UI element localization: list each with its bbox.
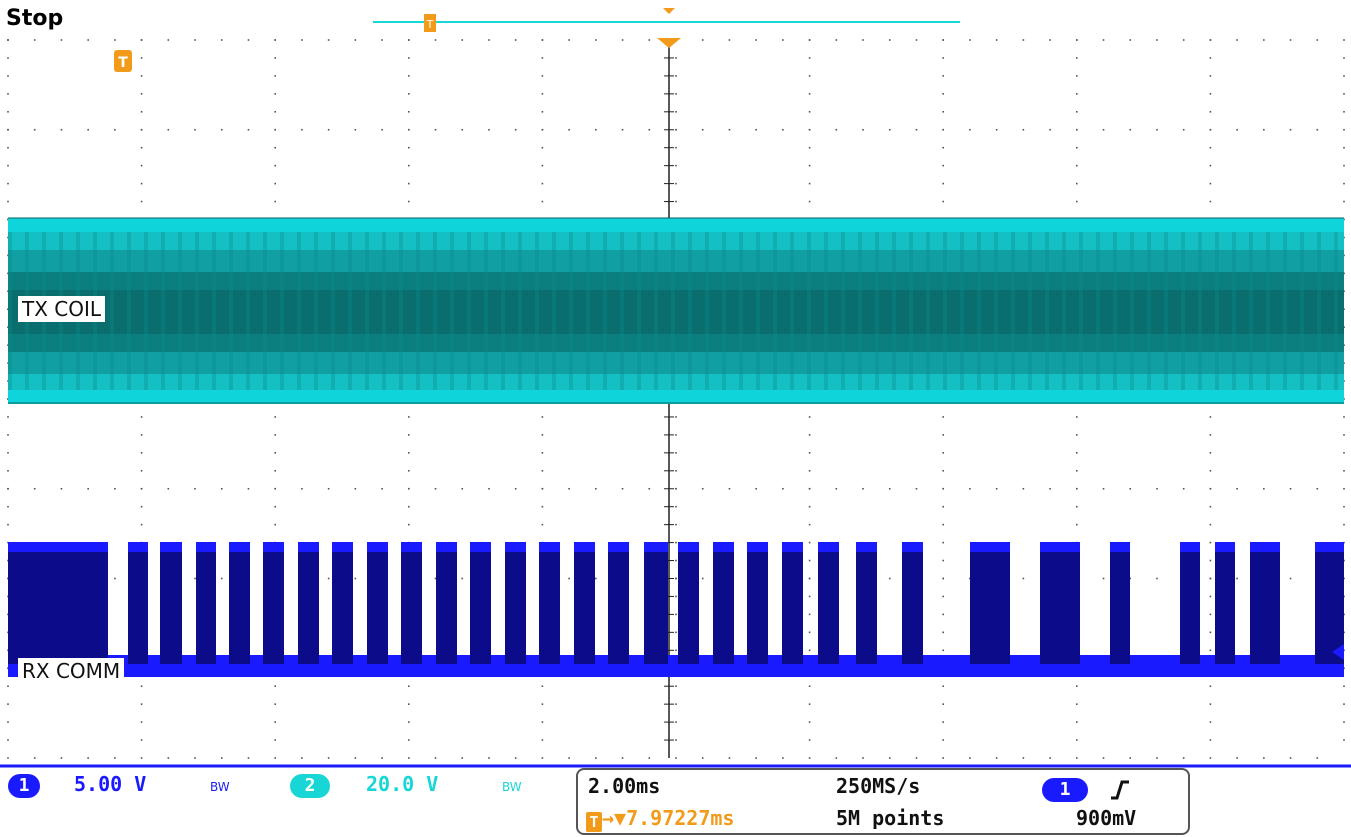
channel1-bandwidth-icon: BW (210, 780, 230, 794)
channel2-bandwidth-icon: BW (502, 780, 522, 794)
rx-pulse (8, 544, 108, 664)
rx-pulse (401, 544, 422, 664)
rx-pulse (1215, 544, 1235, 664)
rx-pulse (196, 544, 216, 664)
tx-coil-label: TX COIL (18, 296, 106, 322)
rx-pulse (332, 544, 353, 664)
rx-pulse (856, 544, 877, 664)
rx-pulse (128, 544, 148, 664)
rx-pulse (229, 544, 250, 664)
rx-pulse (747, 544, 768, 664)
trigger-level-marker-glyph: T (118, 55, 128, 71)
rx-pulse (1110, 544, 1130, 664)
trigger-source-badge[interactable]: 1 (1042, 778, 1088, 802)
rising-edge-icon (1108, 778, 1132, 802)
rx-pulse (160, 544, 182, 664)
channel2-scale: 20.0 V (366, 772, 439, 796)
channel1-level-marker-icon (1332, 644, 1344, 660)
trigger-level: 900mV (1076, 806, 1137, 830)
channel2-badge[interactable]: 2 (290, 774, 330, 798)
sample-rate: 250MS/s (836, 774, 921, 798)
rx-pulse (782, 544, 803, 664)
rx-comm-trace (8, 542, 1344, 677)
arrow-right-icon: →▼ (602, 806, 627, 830)
rx-pulse (644, 544, 668, 664)
trigger-time-marker-icon (657, 38, 681, 48)
rx-pulse (436, 544, 457, 664)
rx-pulse (970, 544, 1010, 664)
time-per-division: 2.00ms (588, 774, 661, 798)
rx-pulse (505, 544, 526, 664)
trigger-level-marker (114, 50, 132, 72)
trigger-delay: T →▼7.97227ms (586, 806, 734, 832)
record-length: 5M points (836, 806, 945, 830)
rx-pulse (367, 544, 388, 664)
timebase-panel[interactable]: 2.00ms 250MS/s T →▼7.97227ms 5M points 1 … (576, 768, 1190, 835)
rx-pulse (818, 544, 839, 664)
channel1-badge[interactable]: 1 (8, 774, 40, 798)
rx-pulse (902, 544, 923, 664)
rx-pulse (608, 544, 629, 664)
rx-pulse (1315, 544, 1344, 664)
channel1-scale: 5.00 V (74, 772, 147, 796)
acquisition-status[interactable]: Stop (6, 6, 64, 31)
rx-pulse (1040, 544, 1080, 664)
rx-pulse (678, 544, 699, 664)
rx-pulse (574, 544, 595, 664)
rx-pulse (713, 544, 734, 664)
rx-pulse (263, 544, 284, 664)
trigger-position-marker-glyph: T (426, 18, 434, 31)
rx-pulse (470, 544, 491, 664)
rx-pulse (298, 544, 319, 664)
trigger-position-marker[interactable] (424, 14, 436, 32)
rx-pulse (1250, 544, 1280, 664)
rx-comm-label: RX COMM (18, 658, 125, 684)
tx-coil-trace (8, 217, 1344, 404)
rx-pulse (539, 544, 560, 664)
trigger-point-top-icon (663, 8, 675, 14)
rx-pulse (1180, 544, 1200, 664)
trigger-delay-marker-icon: T (586, 812, 602, 832)
